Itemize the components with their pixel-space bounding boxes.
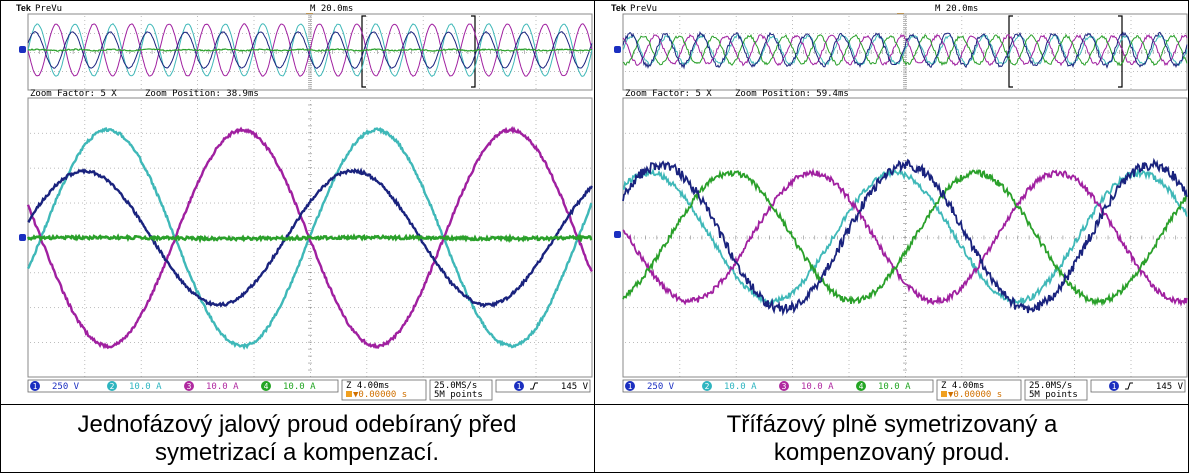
channel-4-badge bbox=[856, 381, 866, 391]
overview-ch4-trace bbox=[27, 48, 592, 52]
zoom-traces bbox=[26, 126, 594, 351]
ch1-ground-marker-main-icon bbox=[19, 234, 26, 241]
overview-ch4-trace bbox=[622, 33, 1188, 67]
mode-label: PreVu bbox=[35, 4, 62, 14]
channel-4-scale: 10.0 A bbox=[878, 382, 911, 392]
channel-2-number: 2 bbox=[705, 382, 710, 391]
channel-1-scale: 250 V bbox=[647, 382, 675, 392]
channel-readout-box bbox=[622, 379, 934, 393]
caption-line-1: Jednofázový jalový proud odebíraný před bbox=[77, 410, 517, 438]
scope-panel-left: Tek PreVu M 20.0ms Zoom Factor: 5 X Zoom… bbox=[0, 0, 594, 473]
brand-label: Tek bbox=[16, 3, 32, 13]
channel-1-badge bbox=[30, 381, 40, 391]
overview-ch3-trace bbox=[622, 33, 1188, 67]
scope-screen-left: Tek PreVu M 20.0ms Zoom Factor: 5 X Zoom… bbox=[16, 3, 594, 401]
channel-2-badge bbox=[107, 381, 117, 391]
zoom-traces bbox=[622, 157, 1188, 317]
channel-4-number: 4 bbox=[264, 382, 269, 391]
ch1-ground-marker-icon bbox=[614, 46, 621, 53]
trigger-source: 1 bbox=[517, 382, 522, 391]
zoom-ch1-trace bbox=[622, 157, 1188, 317]
trigger-source-badge bbox=[514, 381, 524, 391]
zoom-position-label: Zoom Position: 38.9ms bbox=[145, 89, 259, 99]
channel-3-scale: 10.0 A bbox=[206, 382, 239, 392]
scope-panel-right: Tek PreVu M 20.0ms Zoom Factor: 5 X Zoom… bbox=[595, 0, 1189, 473]
brand-label: Tek bbox=[611, 3, 627, 13]
zoom-position-label: Zoom Position: 59.4ms bbox=[735, 89, 849, 99]
delay-value: ▼0.00000 s bbox=[948, 390, 1002, 400]
channel-readout-box bbox=[27, 379, 339, 393]
channel-1-number: 1 bbox=[33, 382, 38, 391]
zoom-factor-label: Zoom Factor: 5 X bbox=[625, 89, 712, 99]
delay-trigger-icon bbox=[941, 391, 947, 397]
channel-3-number: 3 bbox=[187, 382, 192, 391]
caption-line-2: symetrizací a kompenzací. bbox=[154, 438, 440, 466]
trigger-source-badge bbox=[1109, 381, 1119, 391]
acquisition-readout-box bbox=[429, 379, 493, 401]
mode-label: PreVu bbox=[630, 4, 657, 14]
overview-grid bbox=[27, 13, 593, 89]
channel-4-scale: 10.0 A bbox=[283, 382, 316, 392]
delay-value: ▼0.00000 s bbox=[353, 390, 407, 400]
channel-2-number: 2 bbox=[110, 382, 115, 391]
overview-ch2-trace bbox=[622, 33, 1188, 67]
horizontal-readout-box bbox=[936, 379, 1022, 401]
zoom-bracket-right bbox=[1118, 15, 1123, 88]
table-border-mid-v bbox=[594, 0, 595, 473]
channel-4-number: 4 bbox=[859, 382, 864, 391]
zoom-bracket-left bbox=[1008, 15, 1013, 88]
table-border-left bbox=[0, 0, 1, 473]
zoom-ch4-trace bbox=[622, 169, 1188, 307]
status-bar: 1 250 V 2 10.0 A 3 10.0 A 4 10.0 A Z 4.00ms▼0.00… bbox=[27, 379, 591, 401]
zoom-ch1-trace bbox=[27, 167, 594, 309]
delay-trigger-icon bbox=[346, 391, 352, 397]
channel-2-scale: 10.0 A bbox=[724, 382, 757, 392]
sample-rate: 25.0MS/s bbox=[434, 381, 477, 391]
overview-traces bbox=[27, 22, 593, 78]
sample-rate: 25.0MS/s bbox=[1029, 381, 1072, 391]
ch1-ground-marker-main-icon bbox=[614, 231, 621, 238]
zoom-factor-label: Zoom Factor: 5 X bbox=[30, 89, 117, 99]
timebase-label: M 20.0ms bbox=[935, 4, 978, 14]
caption-line-1: Třífázový plně symetrizovaný a bbox=[726, 410, 1058, 438]
horizontal-scale: Z 4.00ms bbox=[346, 381, 389, 391]
caption-right: Třífázový plně symetrizovaný a kompenzov… bbox=[595, 404, 1189, 473]
overview-traces bbox=[622, 31, 1188, 70]
rising-edge-icon bbox=[1125, 382, 1133, 390]
overview-ch1-trace bbox=[622, 31, 1188, 70]
trigger-level: 145 V bbox=[561, 382, 589, 392]
horizontal-readout-box bbox=[341, 379, 427, 401]
scope-screen-right: Tek PreVu M 20.0ms Zoom Factor: 5 X Zoom… bbox=[611, 3, 1188, 401]
channel-2-scale: 10.0 A bbox=[129, 382, 162, 392]
caption-left: Jednofázový jalový proud odebíraný před … bbox=[0, 404, 594, 473]
channel-3-number: 3 bbox=[782, 382, 787, 391]
channel-1-scale: 250 V bbox=[52, 382, 80, 392]
channel-3-badge bbox=[184, 381, 194, 391]
status-bar: 1 250 V 2 10.0 A 3 10.0 A 4 10.0 A Z 4.00ms▼0.00… bbox=[622, 379, 1186, 401]
trigger-source: 1 bbox=[1112, 382, 1117, 391]
overview-ch1-trace bbox=[27, 30, 593, 70]
trigger-level: 145 V bbox=[1156, 382, 1184, 392]
timebase-label: M 20.0ms bbox=[310, 4, 353, 14]
rising-edge-icon bbox=[530, 382, 538, 390]
channel-3-badge bbox=[779, 381, 789, 391]
zoom-ch3-trace bbox=[26, 126, 593, 350]
zoom-ch4-trace bbox=[26, 233, 593, 244]
ch1-ground-marker-icon bbox=[19, 46, 26, 53]
zoom-ch3-trace bbox=[622, 167, 1188, 307]
channel-1-number: 1 bbox=[628, 382, 633, 391]
channel-1-badge bbox=[625, 381, 635, 391]
acquisition-readout-box bbox=[1024, 379, 1088, 401]
record-length: 5M points bbox=[434, 390, 483, 400]
caption-line-2: kompenzovaný proud. bbox=[773, 438, 1011, 466]
channel-3-scale: 10.0 A bbox=[801, 382, 834, 392]
record-length: 5M points bbox=[1029, 390, 1078, 400]
zoom-ch2-trace bbox=[622, 167, 1188, 307]
channel-2-badge bbox=[702, 381, 712, 391]
horizontal-scale: Z 4.00ms bbox=[941, 381, 984, 391]
channel-4-badge bbox=[261, 381, 271, 391]
